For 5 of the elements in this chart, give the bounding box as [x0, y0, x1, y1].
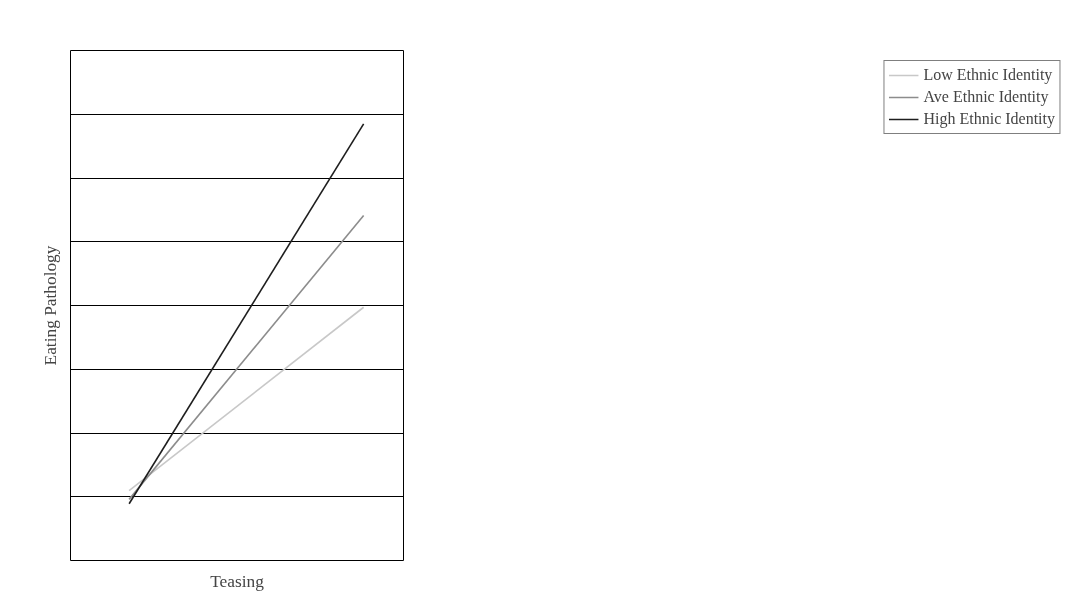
y-axis-title: Eating Pathology — [40, 245, 60, 366]
legend-label: Ave Ethnic Identity — [923, 88, 1049, 106]
legend-label: High Ethnic Identity — [923, 110, 1055, 128]
legend-label: Low Ethnic Identity — [923, 66, 1053, 84]
x-axis-title: Teasing — [210, 571, 265, 591]
